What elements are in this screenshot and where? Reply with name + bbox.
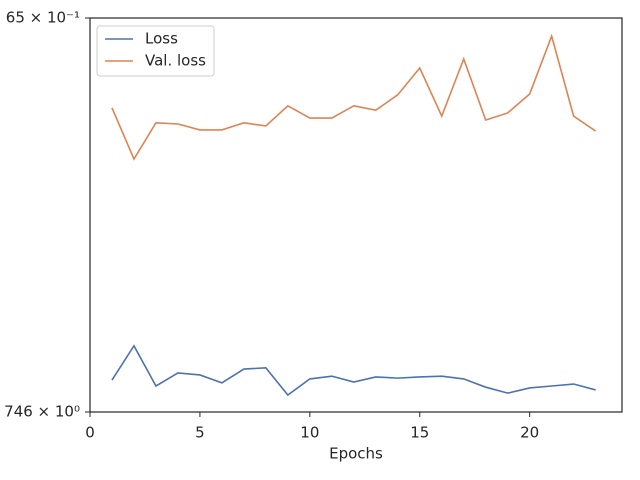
line-series bbox=[111, 344, 596, 397]
y-tick-label: 65 × 10⁻¹ bbox=[6, 9, 80, 27]
x-tick-label: 20 bbox=[520, 424, 539, 442]
x-tick-label: 15 bbox=[410, 424, 429, 442]
legend-label: Loss bbox=[145, 30, 178, 48]
plot-frame bbox=[89, 17, 623, 413]
x-axis-label: Epochs bbox=[329, 445, 383, 463]
y-tick-label: 746 × 10⁰ bbox=[4, 403, 80, 421]
legend-label: Val. loss bbox=[145, 52, 206, 70]
x-tick-label: 0 bbox=[85, 424, 95, 442]
x-tick-label: 5 bbox=[195, 424, 205, 442]
line-series bbox=[111, 33, 597, 161]
x-tick-label: 10 bbox=[300, 424, 319, 442]
